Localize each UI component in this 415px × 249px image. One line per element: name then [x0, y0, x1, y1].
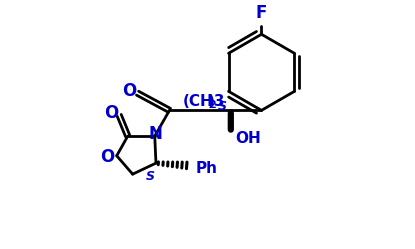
Text: 2: 2: [208, 100, 216, 111]
Text: S: S: [145, 170, 154, 183]
Text: Ph: Ph: [195, 161, 217, 176]
Text: F: F: [256, 4, 267, 22]
Text: )3: )3: [208, 94, 225, 109]
Text: S: S: [218, 100, 227, 113]
Text: OH: OH: [236, 131, 261, 146]
Text: O: O: [100, 148, 115, 166]
Text: (CH: (CH: [182, 94, 213, 109]
Text: O: O: [104, 104, 118, 122]
Text: O: O: [122, 82, 136, 100]
Text: N: N: [149, 125, 162, 143]
